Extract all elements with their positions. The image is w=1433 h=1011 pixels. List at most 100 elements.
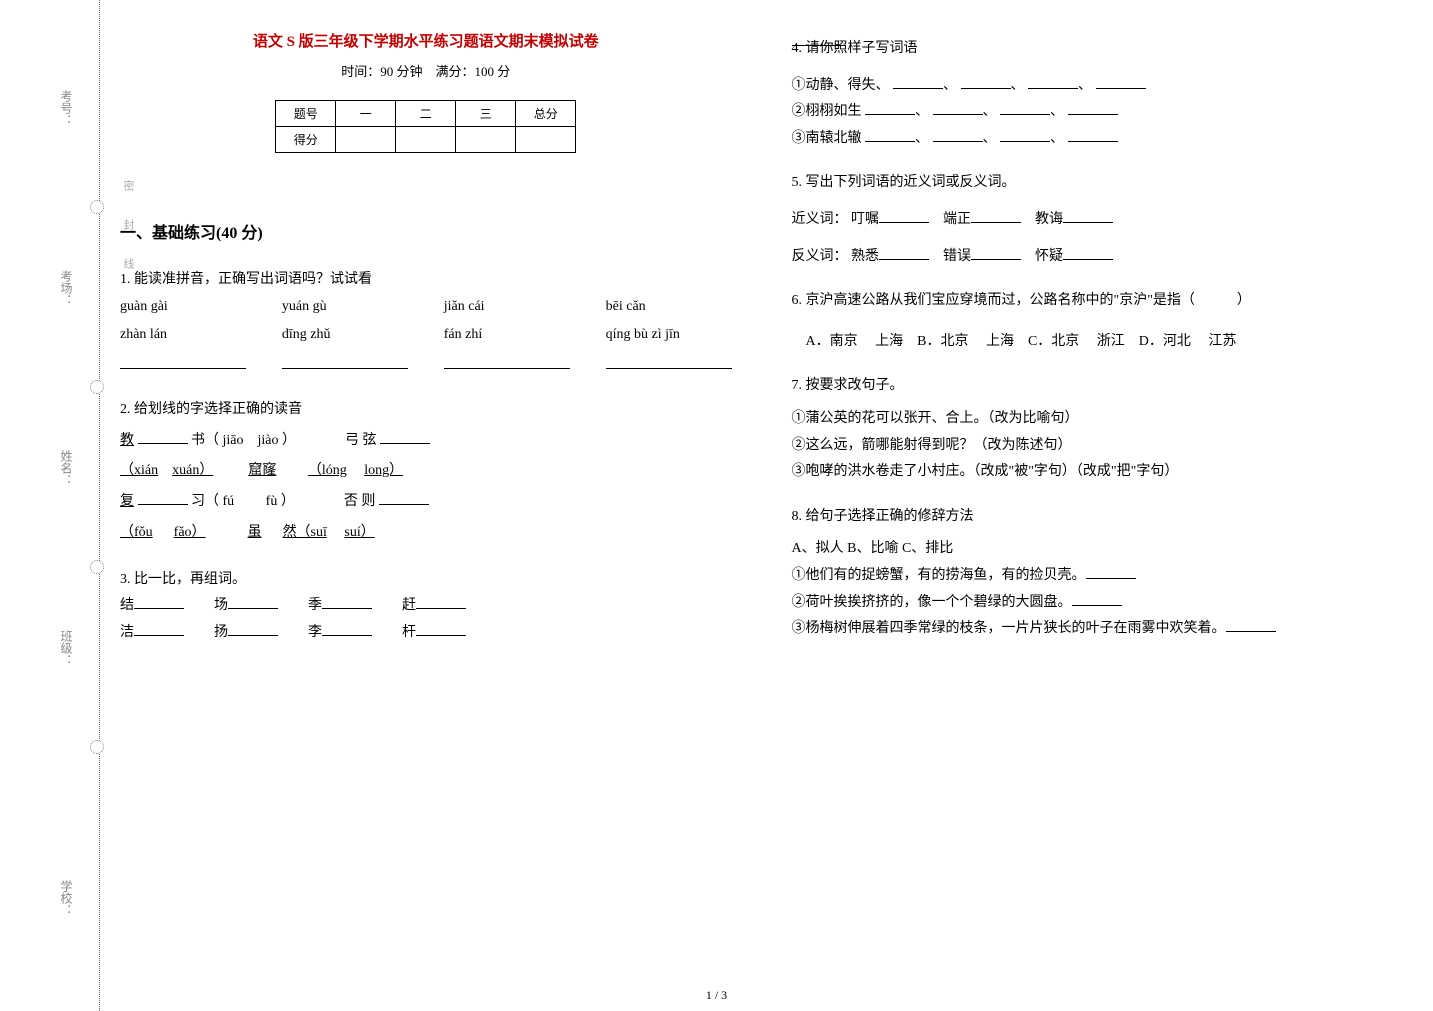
q3-pair: 扬 [214, 620, 278, 647]
fill-blank [606, 351, 732, 369]
fill-blank [971, 207, 1021, 223]
q2-text: 弓 弦 [345, 433, 377, 448]
q8-text: ①他们有的捉螃蟹，有的捞海鱼，有的捡贝壳。 [792, 568, 1086, 583]
fill-blank [416, 593, 466, 609]
binding-circle [90, 740, 104, 754]
fill-blank [120, 351, 246, 369]
fill-blank [134, 593, 184, 609]
q6-options: A．南京 上海 B．北京 上海 C．北京 浙江 D．河北 江苏 [792, 329, 1404, 356]
q8-line: ②荷叶挨挨挤挤的，像一个个碧绿的大圆盘。 [792, 590, 1404, 617]
blank-row [120, 351, 732, 369]
q2-text: 虽 [248, 525, 262, 540]
q2-text: （lóng [308, 463, 347, 478]
fill-blank [865, 126, 915, 142]
score-cell: 总分 [516, 101, 576, 127]
q7-line: ①蒲公英的花可以张开、合上。（改为比喻句） [792, 406, 1404, 433]
fill-blank [879, 244, 929, 260]
fill-blank [138, 428, 188, 444]
pinyin-row: guàn gài yuán gù jiǎn cái bēi cǎn [120, 294, 732, 321]
q3-pair: 洁 [120, 620, 184, 647]
fill-blank [933, 99, 983, 115]
q1-prompt: 1. 能读准拼音，正确写出词语吗？试试看 [120, 267, 732, 294]
pinyin: dīng zhǔ [282, 322, 408, 349]
fill-blank [1068, 126, 1118, 142]
score-cell [516, 127, 576, 153]
char: 扬 [214, 625, 228, 640]
fill-blank [1000, 99, 1050, 115]
q2-text: 否 则 [344, 494, 376, 509]
fullscore-label: 满分：100 分 [436, 64, 511, 79]
q4-prompt: 4. 请你照样子写词语 [792, 36, 1404, 63]
score-cell: 一 [336, 101, 396, 127]
pinyin: guàn gài [120, 294, 246, 321]
q5-word: 熟悉 [851, 249, 879, 264]
char: 杆 [402, 625, 416, 640]
fill-blank [933, 126, 983, 142]
q2-line: 教 书（ jiāo jiào ） 弓 弦 [120, 426, 732, 457]
char: 洁 [120, 625, 134, 640]
binding-circle [90, 200, 104, 214]
binding-label-kaohao: 考号： [58, 90, 75, 126]
fill-blank [322, 620, 372, 636]
pinyin: qíng bù zì jīn [606, 322, 732, 349]
question-1: 1. 能读准拼音，正确写出词语吗？试试看 guàn gài yuán gù ji… [120, 267, 732, 377]
fill-blank [134, 620, 184, 636]
fill-blank [416, 620, 466, 636]
fill-blank [971, 244, 1021, 260]
binding-label-school: 学校： [58, 880, 75, 916]
q4-item: ②栩栩如生 、 、 、 [792, 99, 1404, 126]
q8-text: ③杨梅树伸展着四季常绿的枝条，一片片狭长的叶子在雨雾中欢笑着。 [792, 621, 1226, 636]
char: 李 [308, 625, 322, 640]
fill-blank [228, 620, 278, 636]
exam-subtitle: 时间：90 分钟 满分：100 分 [120, 61, 732, 80]
q4-label: ①动静、得失、 [792, 78, 890, 93]
q5-word: 叮嘱 [851, 212, 879, 227]
q5-word: 端正 [943, 212, 971, 227]
q3-prompt: 3. 比一比，再组词。 [120, 567, 732, 594]
fill-blank [1000, 126, 1050, 142]
char: 赶 [402, 598, 416, 613]
q7-line: ②这么远，箭哪能射得到呢？（改为陈述句） [792, 433, 1404, 460]
fill-blank [1072, 590, 1122, 606]
question-5: 5. 写出下列词语的近义词或反义词。 近义词： 叮嘱 端正 教诲 反义词： 熟悉… [792, 170, 1404, 270]
q8-text: ②荷叶挨挨挤挤的，像一个个碧绿的大圆盘。 [792, 595, 1072, 610]
q8-line: ③杨梅树伸展着四季常绿的枝条，一片片狭长的叶子在雨雾中欢笑着。 [792, 616, 1404, 643]
score-cell: 二 [396, 101, 456, 127]
fill-blank [893, 73, 943, 89]
q3-pair: 杆 [402, 620, 466, 647]
char: 结 [120, 598, 134, 613]
fill-blank [1096, 73, 1146, 89]
fill-blank [961, 73, 1011, 89]
under-char: 教 [120, 433, 134, 448]
fill-blank [1063, 207, 1113, 223]
q2-prompt: 2. 给划线的字选择正确的读音 [120, 395, 732, 426]
q2-text: long） [364, 463, 403, 478]
q2-text: （fǒu [120, 525, 153, 540]
fill-blank [444, 351, 570, 369]
q2-line: （fǒu fǎo） 虽 然（suī suí） [120, 518, 732, 549]
q4-item: ①动静、得失、 、 、 、 [792, 73, 1404, 100]
q7-prompt: 7. 按要求改句子。 [792, 373, 1404, 400]
char: 季 [308, 598, 322, 613]
fill-blank [379, 489, 429, 505]
q5-word: 教诲 [1035, 212, 1063, 227]
q2-text: fù ） [266, 494, 295, 509]
column-right: 4. 请你照样子写词语 ①动静、得失、 、 、 、 ②栩栩如生 、 、 、 ③南… [792, 30, 1404, 991]
q2-line: （xián xuán） 窟窿 （lóng long） [120, 456, 732, 487]
q2-line: 复 习（ fú fù ） 否 则 [120, 487, 732, 518]
q5-syn: 近义词： 叮嘱 端正 教诲 [792, 207, 1404, 234]
fill-blank [1226, 616, 1276, 632]
q2-text: 然（suī [283, 525, 327, 540]
binding-label-name: 姓名： [58, 450, 75, 486]
binding-circle [90, 380, 104, 394]
char: 场 [214, 598, 228, 613]
q5-ant-label: 反义词： [792, 249, 848, 264]
pinyin: yuán gù [282, 294, 408, 321]
binding-label-class: 班级： [58, 630, 75, 666]
score-cell [396, 127, 456, 153]
score-cell: 三 [456, 101, 516, 127]
pinyin: zhàn lán [120, 322, 246, 349]
q3-row: 结 场 季 赶 [120, 593, 732, 620]
pinyin: jiǎn cái [444, 294, 570, 321]
table-row: 得分 [276, 127, 576, 153]
